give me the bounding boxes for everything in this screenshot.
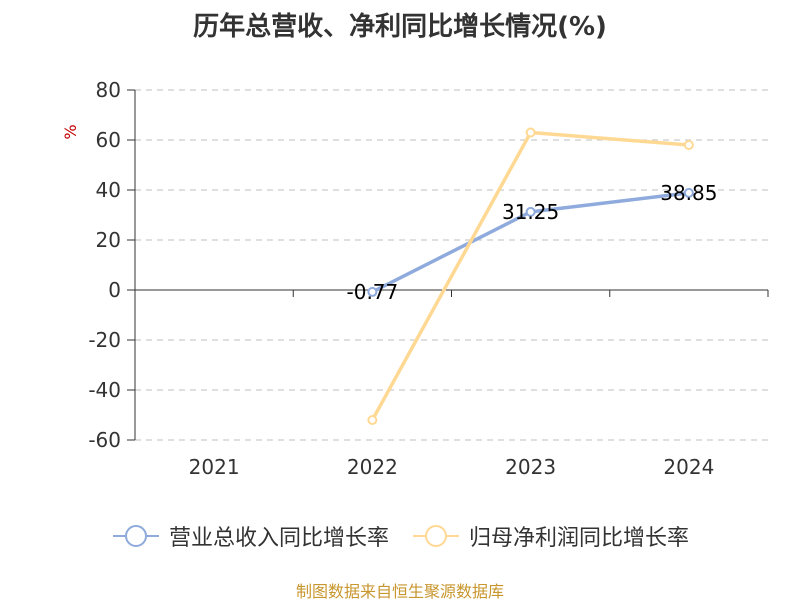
y-tick-label: 60	[96, 128, 121, 152]
legend: 营业总收入同比增长率 归母净利润同比增长率	[0, 520, 800, 552]
y-tick-label: 80	[96, 78, 121, 102]
x-tick-label: 2022	[347, 455, 398, 479]
chart-title: 历年总营收、净利同比增长情况(%)	[193, 12, 607, 42]
data-point	[367, 415, 378, 425]
data-point	[525, 206, 536, 217]
data-point	[683, 140, 694, 150]
y-tick-label: 20	[96, 228, 121, 252]
y-tick-label: 40	[96, 178, 121, 202]
x-tick-label: 2021	[189, 455, 240, 479]
data-label: -0.77	[347, 280, 399, 304]
x-tick-label: 2024	[663, 455, 714, 479]
source-note: 制图数据来自恒生聚源数据库	[295, 582, 504, 601]
legend-item-profit[interactable]: 归母净利润同比增长率	[411, 520, 689, 552]
y-tick-label: -60	[88, 428, 121, 452]
legend-item-revenue[interactable]: 营业总收入同比增长率	[111, 520, 389, 552]
y-tick-label: 0	[108, 278, 121, 302]
legend-revenue-marker-icon	[112, 525, 159, 547]
data-point	[525, 127, 536, 138]
x-tick-label: 2023	[505, 455, 556, 479]
data-point	[683, 187, 694, 198]
legend-profit-label: 归母净利润同比增长率	[469, 526, 690, 551]
y-tick-label: -20	[88, 328, 121, 352]
y-axis-label: %	[61, 124, 80, 139]
series-line-1	[370, 130, 690, 421]
series-layer	[367, 127, 694, 425]
data-point	[367, 286, 378, 297]
legend-profit-marker-icon	[413, 525, 459, 547]
y-tick-label: -40	[88, 378, 121, 402]
data-label: 38.85	[660, 181, 717, 205]
label-layer: -0.77 31.25 38.85	[347, 181, 718, 304]
data-label: 31.25	[502, 200, 559, 224]
axis-layer: 80 60 40 20 0 -20 -40 -60% 2021 2022 2023 2024	[61, 78, 769, 479]
legend-revenue-label: 营业总收入同比增长率	[168, 526, 389, 551]
